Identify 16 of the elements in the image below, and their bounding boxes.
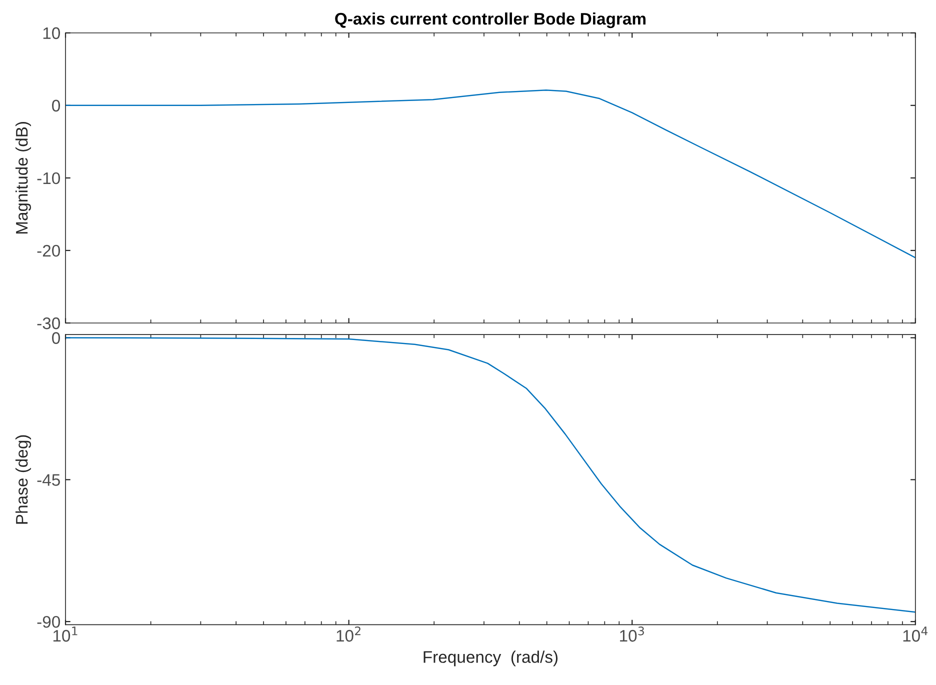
chart-title: Q-axis current controller Bode Diagram xyxy=(335,12,646,28)
x-tick-label: 10$^{3}$ xyxy=(620,626,644,642)
x-tick-label: 10$^{4}$ xyxy=(903,626,928,642)
x-tick-label: 10$^{2}$ xyxy=(336,626,360,642)
y-tick-label: 10 xyxy=(43,27,60,40)
y-tick-label: -45 xyxy=(37,474,60,486)
y-axis-title: Magnitude (dB) xyxy=(15,122,32,234)
y-tick-label: 0 xyxy=(52,100,60,112)
y-tick-label: -90 xyxy=(37,616,60,628)
x-axis-title: Frequency (rad/s) xyxy=(424,650,558,666)
y-tick-label: -20 xyxy=(37,244,60,257)
y-tick-label: -10 xyxy=(37,172,60,184)
y-tick-label: -30 xyxy=(37,317,60,330)
y-axis-title: Phase (deg) xyxy=(15,435,32,524)
y-tick-label: 0 xyxy=(52,332,60,344)
x-tick-label: 10$^{1}$ xyxy=(53,626,78,642)
